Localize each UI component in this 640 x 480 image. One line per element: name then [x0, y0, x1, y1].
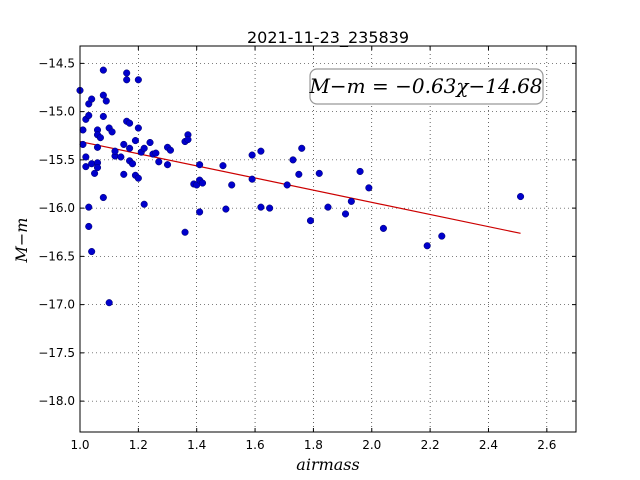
- data-point: [126, 119, 134, 127]
- data-point: [166, 146, 174, 154]
- data-point: [88, 95, 96, 103]
- data-point: [99, 112, 107, 120]
- data-point: [82, 163, 90, 171]
- data-point: [128, 160, 137, 168]
- data-point: [105, 299, 113, 307]
- x-tick-labels: 1.0 1.2 1.4 1.6 1.8 2.0 2.2 2.4 2.6: [70, 438, 556, 452]
- data-point: [283, 181, 291, 189]
- data-point: [266, 204, 274, 212]
- data-point: [324, 203, 332, 211]
- data-point: [117, 153, 125, 161]
- annotation-box: [309, 68, 544, 105]
- data-point: [257, 203, 265, 211]
- x-axis-label: airmass: [296, 455, 359, 474]
- data-point: [196, 161, 204, 169]
- data-point: [184, 136, 192, 144]
- data-point: [131, 137, 139, 145]
- data-point: [341, 210, 350, 218]
- x-tick-label: 1.0: [70, 438, 89, 452]
- data-point: [379, 224, 387, 232]
- data-point: [85, 203, 93, 211]
- data-point: [365, 184, 373, 192]
- data-point: [198, 179, 207, 187]
- ticks: [79, 46, 576, 432]
- data-point: [289, 156, 297, 164]
- data-point: [126, 144, 134, 152]
- y-tick-label: −17.0: [38, 298, 75, 312]
- data-point: [438, 232, 446, 240]
- data-point: [248, 151, 256, 159]
- data-point: [79, 126, 87, 134]
- data-point: [356, 167, 364, 175]
- data-point: [248, 175, 256, 183]
- y-tick-label: −17.5: [38, 346, 75, 360]
- y-tick-label: −15.0: [38, 105, 75, 119]
- data-point: [315, 169, 323, 177]
- data-point: [99, 193, 107, 202]
- data-point: [295, 170, 303, 178]
- data-point: [152, 149, 160, 157]
- x-tick-label: 2.0: [362, 438, 381, 452]
- data-point: [93, 164, 102, 172]
- data-point: [108, 128, 116, 136]
- annotation-text: M−m = −0.63χ−14.68: [308, 74, 542, 98]
- data-point: [140, 144, 148, 152]
- x-tick-label: 1.2: [129, 438, 148, 452]
- data-point: [111, 147, 119, 155]
- plot-frame: [79, 45, 577, 433]
- data-point: [163, 161, 172, 169]
- y-tick-label: −14.5: [38, 56, 75, 70]
- data-point: [134, 76, 142, 84]
- fit-annotation: M−m = −0.63χ−14.68: [308, 68, 544, 105]
- data-point: [102, 97, 110, 105]
- data-point: [123, 69, 131, 77]
- data-point: [219, 162, 227, 170]
- data-point: [222, 205, 230, 213]
- data-point: [134, 124, 142, 132]
- x-tick-label: 2.4: [479, 438, 498, 452]
- data-point: [181, 228, 189, 236]
- y-tick-label: −18.0: [38, 394, 75, 408]
- data-point: [88, 247, 96, 256]
- y-tick-label: −16.5: [38, 249, 75, 263]
- data-point: [85, 222, 93, 231]
- data-point: [146, 138, 154, 147]
- y-tick-label: −15.5: [38, 153, 75, 167]
- x-tick-label: 2.6: [537, 438, 556, 452]
- y-axis-label: M−m: [12, 218, 31, 264]
- data-points: [76, 66, 525, 307]
- data-point: [517, 192, 525, 201]
- data-point: [91, 169, 99, 177]
- data-point: [196, 208, 204, 216]
- data-point: [120, 140, 128, 148]
- data-point: [257, 147, 265, 155]
- x-tick-label: 1.4: [187, 438, 206, 452]
- data-point: [88, 160, 96, 168]
- data-point: [85, 111, 93, 120]
- data-point: [140, 200, 148, 208]
- chart-title: 2021-11-23_235839: [247, 28, 409, 48]
- data-point: [306, 217, 315, 225]
- data-point: [155, 158, 163, 166]
- x-tick-label: 1.6: [246, 438, 265, 452]
- data-point: [96, 134, 104, 142]
- data-point: [82, 153, 90, 161]
- data-point: [93, 143, 102, 151]
- data-point: [423, 242, 431, 250]
- y-tick-label: −16.0: [38, 201, 75, 215]
- y-tick-labels: −14.5 −15.0 −15.5 −16.0 −16.5 −17.0 −17.5 −18.0: [38, 56, 75, 408]
- data-point: [99, 66, 107, 74]
- data-point: [347, 197, 355, 205]
- data-point: [120, 170, 128, 178]
- data-point: [99, 91, 107, 99]
- data-point: [79, 140, 87, 148]
- data-point: [134, 174, 142, 182]
- data-point: [298, 144, 306, 152]
- data-point: [228, 181, 236, 189]
- x-tick-label: 1.8: [304, 438, 323, 452]
- x-tick-label: 2.2: [421, 438, 440, 452]
- data-point: [123, 76, 131, 84]
